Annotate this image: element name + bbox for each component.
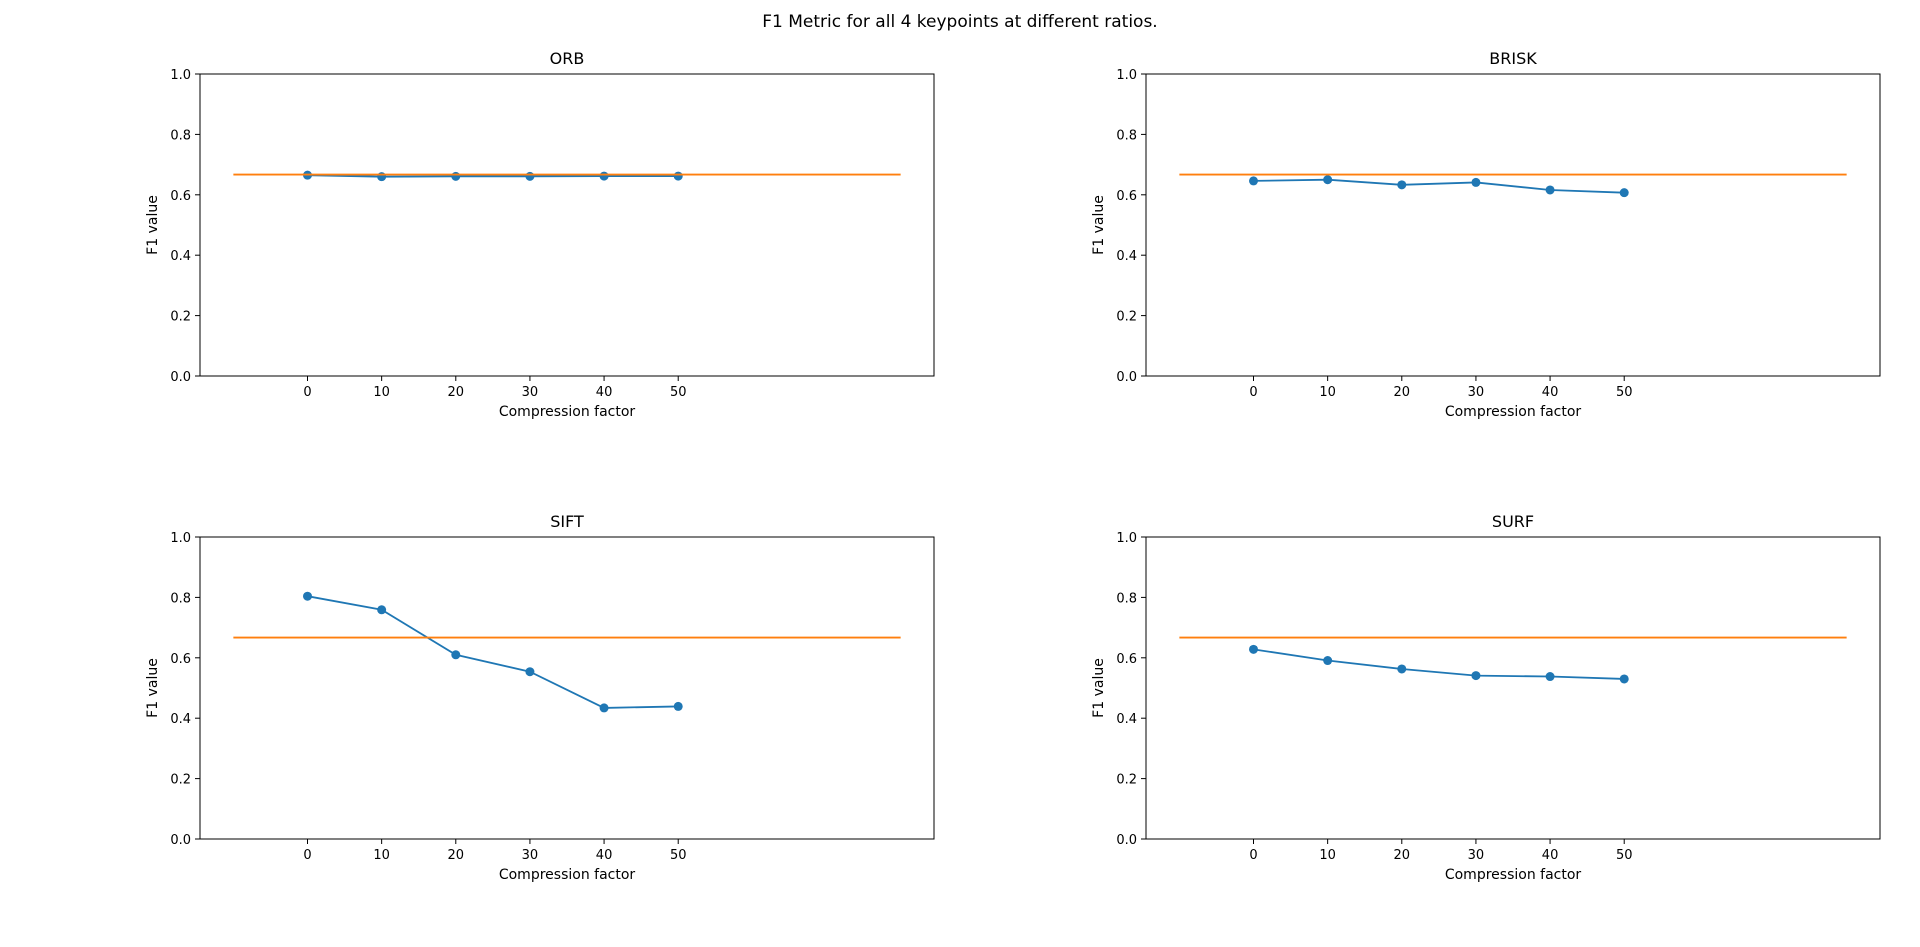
data-point: [673, 171, 683, 181]
y-tick-label: 0.6: [1116, 189, 1137, 204]
x-tick-label: 10: [1319, 385, 1336, 400]
series-line: [307, 174, 679, 178]
x-tick-label: 40: [1542, 385, 1559, 400]
y-axis-label: F1 value: [145, 195, 161, 255]
y-axis-label: F1 value: [1091, 658, 1107, 718]
y-tick-label: 1.0: [1116, 68, 1137, 83]
data-point: [451, 650, 461, 660]
x-axis-label: Compression factor: [1445, 867, 1582, 883]
y-tick-label: 0.8: [1116, 591, 1137, 606]
data-point: [1619, 674, 1629, 684]
data-point: [673, 701, 683, 711]
x-tick-label: 40: [1542, 848, 1559, 863]
data-point: [1397, 180, 1407, 190]
x-tick-label: 40: [596, 848, 613, 863]
axes-frame: [1145, 73, 1881, 377]
x-tick-label: 30: [522, 848, 539, 863]
y-tick-label: 0.8: [170, 128, 191, 143]
subplot-title: SURF: [1492, 512, 1534, 531]
x-tick-label: 20: [448, 385, 465, 400]
x-tick-label: 50: [1616, 385, 1633, 400]
series-line: [307, 595, 679, 709]
y-tick-label: 0.8: [170, 591, 191, 606]
y-tick-label: 0.6: [1116, 652, 1137, 667]
data-point: [525, 171, 535, 181]
y-tick-label: 0.6: [170, 189, 191, 204]
data-point: [377, 605, 387, 615]
x-tick-label: 20: [448, 848, 465, 863]
x-tick-label: 40: [596, 385, 613, 400]
subplot-title: BRISK: [1489, 49, 1537, 68]
y-axis-label: F1 value: [145, 658, 161, 718]
y-tick-label: 1.0: [170, 531, 191, 546]
subplot-sift: SIFT 0.0 0.2 0.4 0.6 0.8 1.0 0 10 20 30 40 50 Compres…: [145, 512, 935, 883]
x-tick-label: 0: [303, 848, 311, 863]
subplot-brisk: BRISK 0.0 0.2 0.4 0.6 0.8 1.0 0 10 20 30 40 50 Compre…: [1091, 49, 1881, 420]
subplots: ORB 0.0 0.2 0.4 0.6 0.8 1.0 0 10 20 30 40 50 Compress…: [145, 49, 1881, 883]
x-tick-label: 30: [1468, 848, 1485, 863]
data-point: [1619, 188, 1629, 198]
x-tick-label: 50: [670, 385, 687, 400]
subplot-title: ORB: [550, 49, 585, 68]
data-point: [1249, 644, 1259, 654]
y-tick-label: 0.6: [170, 652, 191, 667]
y-tick-label: 0.4: [170, 249, 191, 264]
x-tick-label: 0: [1249, 848, 1257, 863]
data-point: [1397, 664, 1407, 674]
series-line: [1253, 178, 1625, 194]
y-tick-label: 0.2: [1116, 310, 1137, 325]
data-point: [1249, 176, 1259, 186]
figure-title: F1 Metric for all 4 keypoints at differe…: [762, 12, 1157, 32]
axes-frame: [199, 536, 935, 840]
axes-frame: [199, 73, 935, 377]
data-point: [1545, 185, 1555, 195]
x-tick-label: 0: [1249, 385, 1257, 400]
y-tick-label: 0.2: [170, 310, 191, 325]
y-tick-label: 0.2: [170, 773, 191, 788]
y-tick-label: 0.0: [1116, 370, 1137, 385]
x-tick-label: 30: [522, 385, 539, 400]
y-tick-label: 0.4: [170, 712, 191, 727]
x-tick-label: 30: [1468, 385, 1485, 400]
x-tick-label: 0: [303, 385, 311, 400]
data-point: [303, 591, 313, 601]
y-tick-label: 0.0: [170, 833, 191, 848]
axes-frame: [1145, 536, 1881, 840]
data-point: [451, 171, 461, 181]
x-axis-label: Compression factor: [499, 404, 636, 420]
x-tick-label: 50: [1616, 848, 1633, 863]
subplot-title: SIFT: [550, 512, 584, 531]
y-tick-label: 0.4: [1116, 712, 1137, 727]
y-axis-label: F1 value: [1091, 195, 1107, 255]
x-axis-label: Compression factor: [1445, 404, 1582, 420]
x-tick-label: 50: [670, 848, 687, 863]
y-tick-label: 0.0: [1116, 833, 1137, 848]
x-tick-label: 10: [373, 848, 390, 863]
x-tick-label: 20: [1394, 848, 1411, 863]
y-tick-label: 0.0: [170, 370, 191, 385]
y-tick-label: 1.0: [170, 68, 191, 83]
series-line: [1253, 648, 1625, 680]
data-point: [1545, 672, 1555, 682]
data-point: [1323, 656, 1333, 666]
x-tick-label: 20: [1394, 385, 1411, 400]
data-point: [1323, 175, 1333, 185]
x-tick-label: 10: [373, 385, 390, 400]
data-point: [599, 171, 609, 181]
x-tick-label: 10: [1319, 848, 1336, 863]
y-tick-label: 0.4: [1116, 249, 1137, 264]
data-point: [377, 172, 387, 182]
x-axis-label: Compression factor: [499, 867, 636, 883]
data-point: [1471, 671, 1481, 681]
data-point: [1471, 177, 1481, 187]
data-point: [525, 667, 535, 677]
subplot-orb: ORB 0.0 0.2 0.4 0.6 0.8 1.0 0 10 20 30 40 50 Compress…: [145, 49, 935, 420]
y-tick-label: 0.2: [1116, 773, 1137, 788]
y-tick-label: 1.0: [1116, 531, 1137, 546]
y-tick-label: 0.8: [1116, 128, 1137, 143]
subplot-surf: SURF 0.0 0.2 0.4 0.6 0.8 1.0 0 10 20 30 40 50 Compres…: [1091, 512, 1881, 883]
data-point: [599, 703, 609, 713]
